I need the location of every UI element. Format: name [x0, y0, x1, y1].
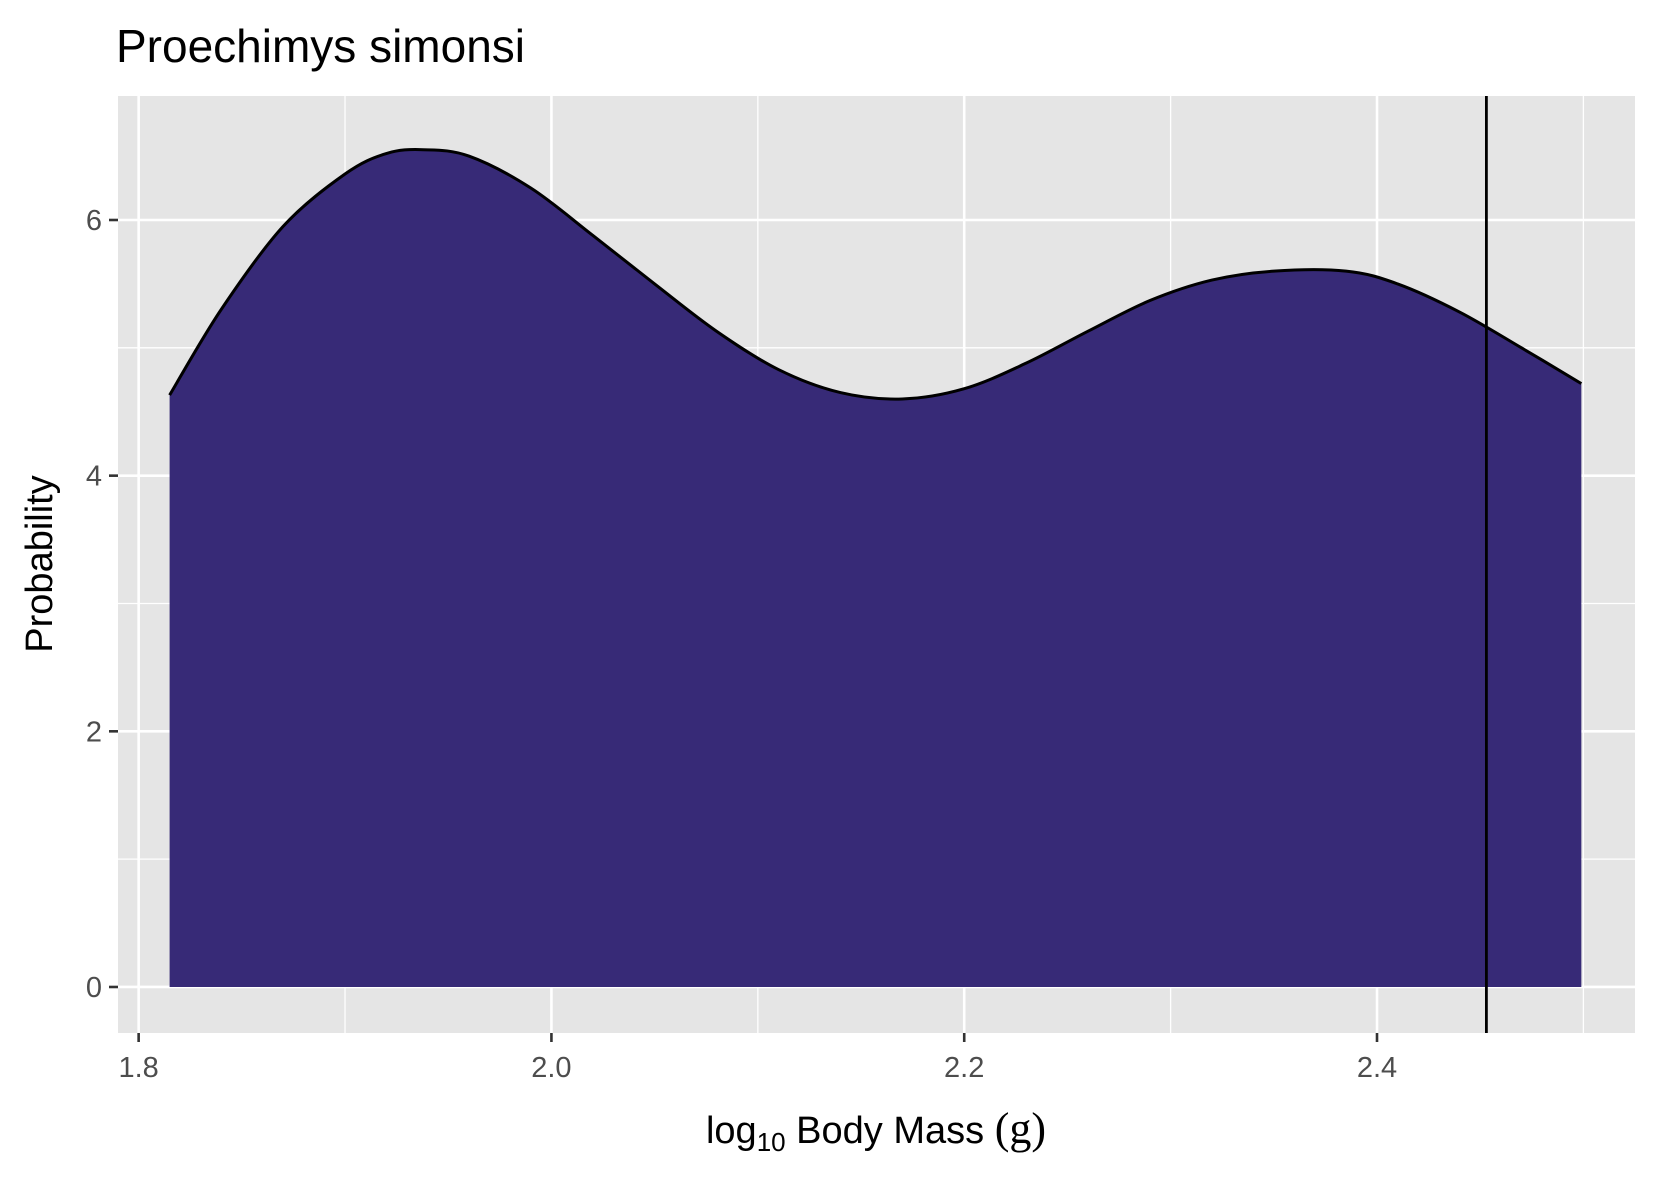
y-tick-label: 2	[86, 716, 102, 748]
y-tick-label: 6	[86, 205, 102, 237]
x-axis-title-text: Body Mass	[786, 1110, 995, 1152]
x-axis-title-subscript: 10	[757, 1127, 786, 1157]
y-tick-label: 4	[86, 461, 102, 493]
x-tick-label: 1.8	[118, 1052, 158, 1084]
chart-title: Proechimys simonsi	[116, 20, 525, 72]
y-tick-label: 0	[86, 972, 102, 1004]
y-axis-title: Probability	[19, 475, 61, 652]
x-axis-title-unit: (g)	[995, 1104, 1046, 1153]
x-axis-title-log: log	[706, 1110, 757, 1152]
density-outline	[168, 148, 1583, 401]
x-axis-title: log10 Body Mass (g)	[706, 1104, 1046, 1157]
y-axis: 0 2 4 6	[86, 205, 118, 1004]
x-tick-label: 2.2	[944, 1052, 984, 1084]
x-tick-label: 2.4	[1357, 1052, 1397, 1084]
density-area	[169, 149, 1582, 987]
x-axis: 1.8 2.0 2.2 2.4	[118, 1033, 1397, 1084]
x-tick-label: 2.0	[531, 1052, 571, 1084]
